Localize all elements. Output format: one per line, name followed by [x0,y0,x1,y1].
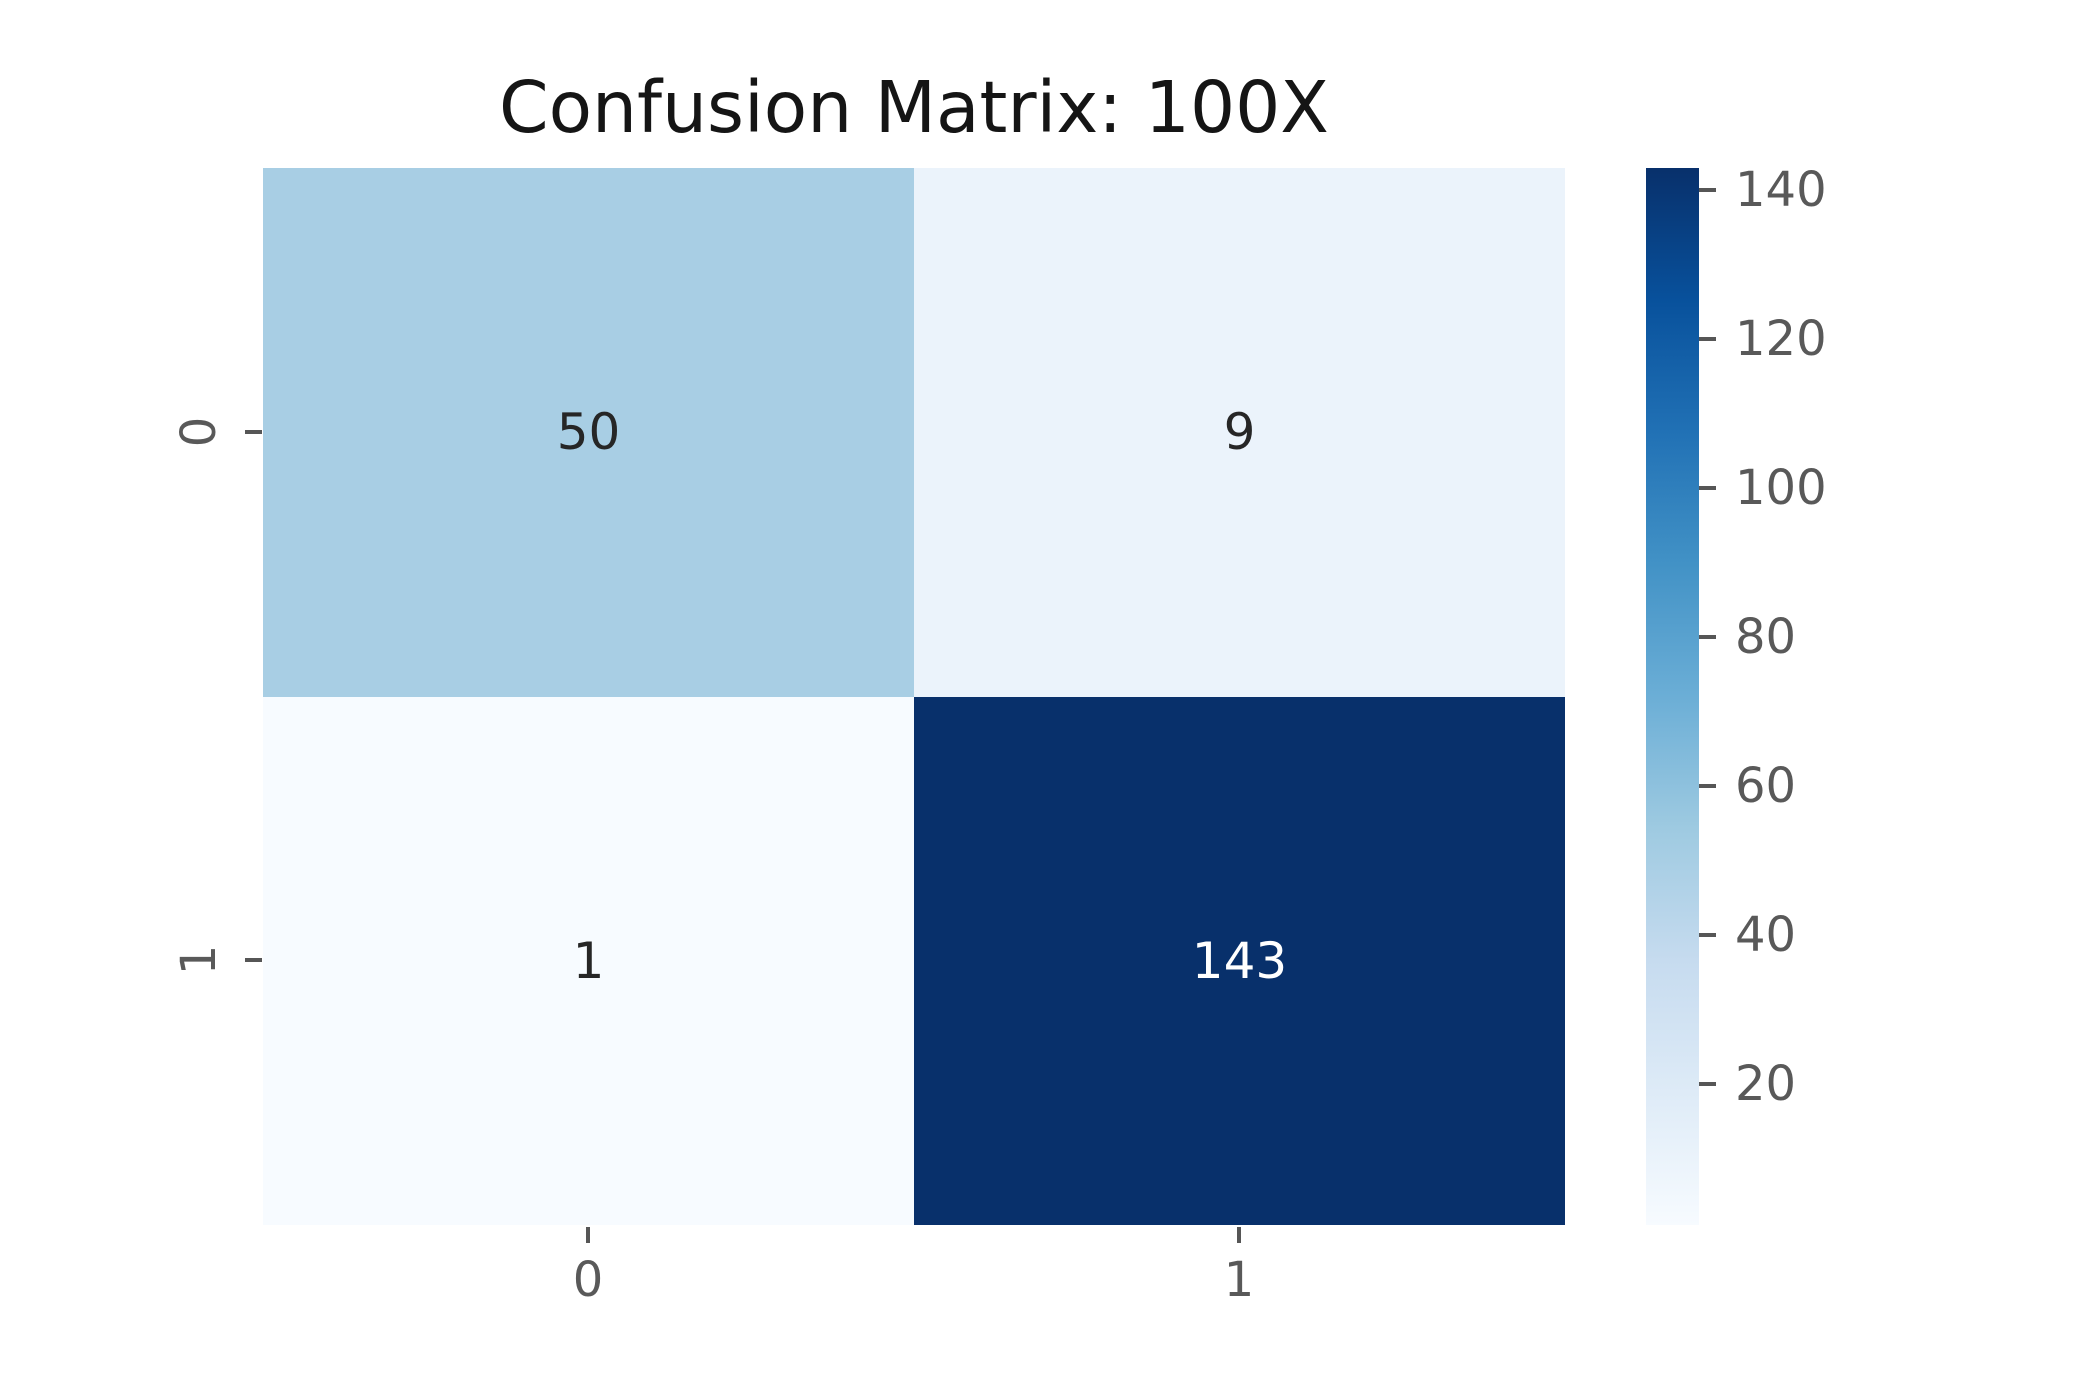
colorbar-tick-label: 20 [1735,1055,1797,1112]
cell-annotation: 1 [572,931,605,990]
heatmap-cell-r0c1: 9 [914,168,1565,697]
colorbar-tick-label: 100 [1735,460,1827,517]
colorbar-tick-mark [1699,932,1716,937]
y-tick-mark-1 [245,958,262,962]
chart-title: Confusion Matrix: 100X [499,66,1329,149]
colorbar-tick-label: 60 [1735,757,1797,814]
colorbar-tick-label: 120 [1735,311,1827,368]
y-tick-label-0: 0 [171,416,227,448]
cell-annotation: 143 [1191,931,1288,990]
heatmap-cell-r1c0: 1 [263,696,914,1225]
y-tick-label-1: 1 [171,944,227,976]
colorbar [1646,168,1699,1225]
x-tick-label-0: 0 [572,1252,604,1308]
cell-annotation: 50 [556,403,621,462]
x-tick-mark-0 [586,1227,590,1243]
colorbar-tick-mark [1699,783,1716,788]
heatmap-cell-r0c0: 50 [263,168,914,697]
colorbar-tick-label: 140 [1735,162,1827,219]
heatmap-cell-r1c1: 143 [914,696,1565,1225]
x-tick-label-1: 1 [1223,1252,1255,1308]
heatmap: 50 9 1 143 [263,168,1565,1225]
colorbar-tick-mark [1699,188,1716,193]
y-tick-mark-0 [245,430,262,434]
x-tick-mark-1 [1237,1227,1241,1243]
colorbar-tick-mark [1699,486,1716,491]
colorbar-tick-label: 40 [1735,906,1797,963]
colorbar-tick-mark [1699,337,1716,342]
cell-annotation: 9 [1223,403,1256,462]
colorbar-tick-label: 80 [1735,608,1797,665]
colorbar-tick-mark [1699,634,1716,639]
colorbar-tick-mark [1699,1081,1716,1086]
